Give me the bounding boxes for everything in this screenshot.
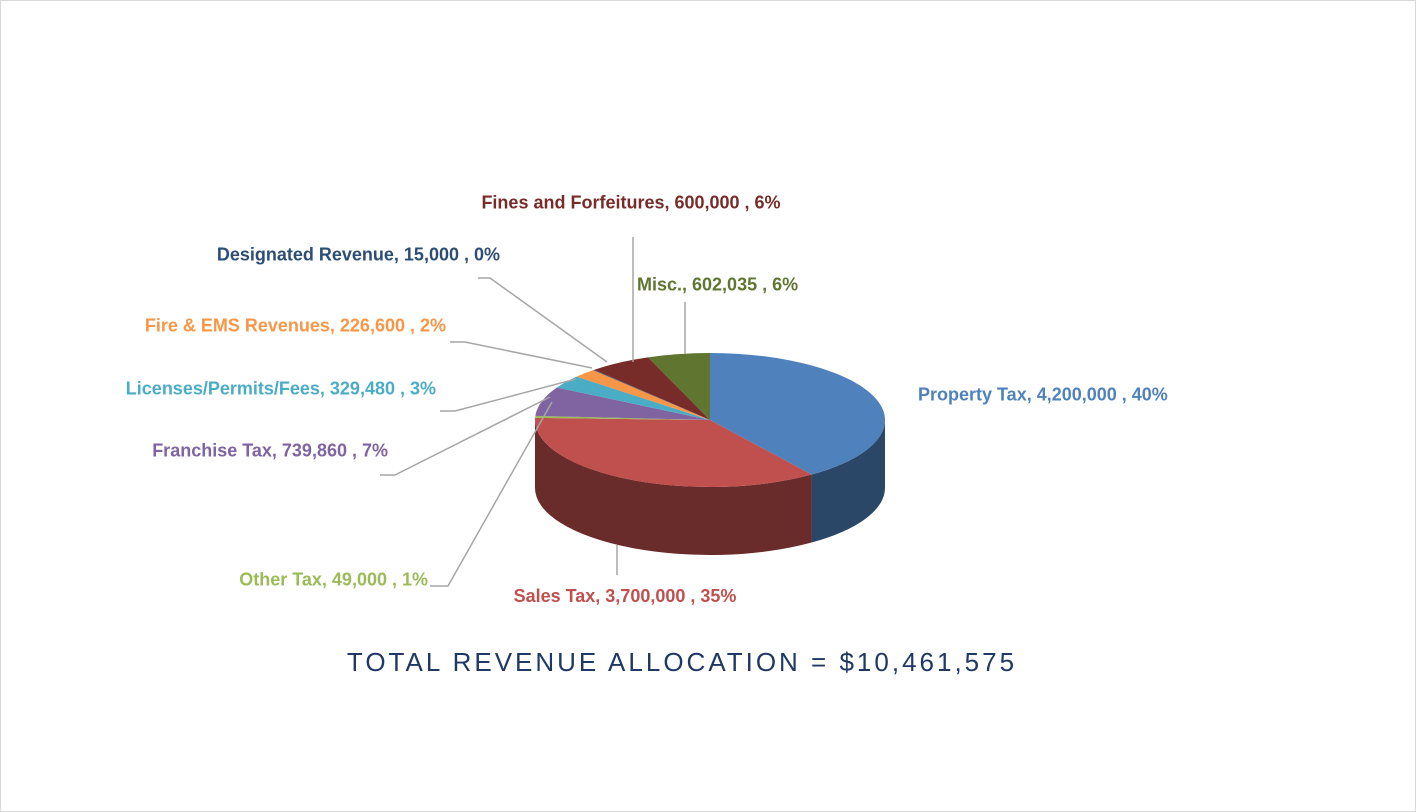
leader-line [450,341,593,369]
slice [594,357,710,420]
data-label: Other Tax, 49,000 , 1% [239,569,428,590]
data-label: Licenses/Permits/Fees, 329,480 , 3% [125,378,436,399]
slice [535,417,812,487]
data-label: Designated Revenue, 15,000 , 0% [216,244,500,265]
slice [576,370,710,420]
slice-side [811,420,885,543]
slice [556,376,710,420]
slice [535,415,710,420]
slice [535,387,710,420]
data-label: Franchise Tax, 739,860 , 7% [152,440,388,461]
slice-tops [535,353,886,487]
data-label: Sales Tax, 3,700,000 , 35% [513,586,737,606]
slice-sides [535,420,885,555]
slice [648,353,710,420]
slice-side [535,420,812,555]
data-label: Property Tax, 4,200,000 , 40% [918,384,1168,405]
slice [593,369,710,420]
leader-line [440,378,577,412]
leader-line [478,277,608,363]
leader-line [380,396,551,476]
data-label: Misc., 602,035 , 6% [637,274,799,295]
slice [710,353,886,475]
chart-title: TOTAL REVENUE ALLOCATION = $10,461,575 [347,647,1017,677]
leader-line [430,401,553,587]
data-label: Fire & EMS Revenues, 226,600 , 2% [144,315,446,336]
data-label: Fines and Forfeitures, 600,000 , 6% [481,192,781,213]
